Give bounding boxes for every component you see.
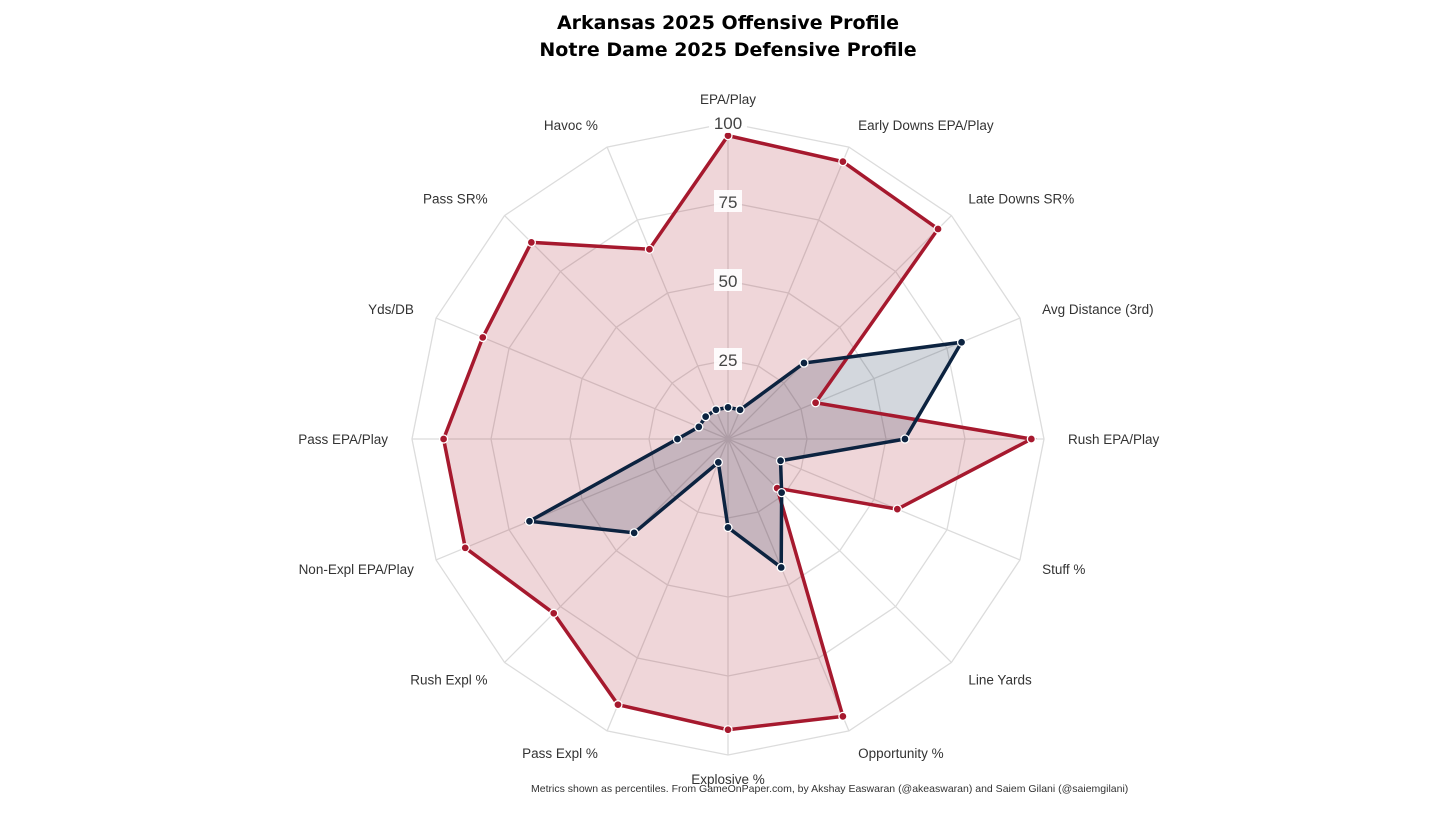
tick-label-bg <box>714 269 742 291</box>
series-area <box>443 135 1032 730</box>
tick-label-bg <box>714 348 742 370</box>
series-area <box>529 342 962 568</box>
grid-ring <box>490 201 966 677</box>
title-line-1: Arkansas 2025 Offensive Profile <box>556 12 900 34</box>
data-point <box>810 398 821 408</box>
axis-label: Explosive % <box>691 772 765 787</box>
radial-tick-label: 25 <box>719 351 738 370</box>
axis-label: Pass SR% <box>423 192 488 207</box>
data-point <box>723 725 733 735</box>
data-point <box>775 456 786 466</box>
axis-label: Stuff % <box>1042 562 1085 577</box>
grid-ring <box>569 280 887 598</box>
axis-label: Rush EPA/Play <box>1068 432 1160 447</box>
axis-label: Non-Expl EPA/Play <box>299 562 415 577</box>
axis-label: Pass Expl % <box>522 746 598 761</box>
data-point <box>711 405 721 415</box>
data-point <box>644 244 655 254</box>
data-point <box>776 487 787 498</box>
tick-label-bg <box>709 111 747 133</box>
axis-label: Early Downs EPA/Play <box>858 118 994 133</box>
data-point <box>672 434 683 444</box>
axis-label: Havoc % <box>544 118 598 133</box>
data-point <box>460 543 470 553</box>
data-point <box>549 608 559 618</box>
axis-labels: EPA/Play Early Downs EPA/Play Late Downs S… <box>298 92 1159 787</box>
radial-tick-label: 75 <box>719 193 738 212</box>
radar-grid <box>411 122 1045 756</box>
data-point <box>799 358 809 368</box>
chart-title: Arkansas 2025 Offensive Profile Notre Da… <box>0 10 1456 64</box>
data-point <box>838 711 848 721</box>
radial-tick-label: 100 <box>714 114 742 133</box>
data-point <box>438 434 449 444</box>
data-point <box>478 332 488 343</box>
axis-label: EPA/Play <box>700 92 756 107</box>
data-point <box>1026 434 1037 444</box>
data-point <box>735 405 745 415</box>
radial-tick-label: 50 <box>719 272 738 291</box>
data-point <box>900 434 910 444</box>
axis-label: Pass EPA/Play <box>298 432 388 447</box>
data-point <box>694 422 704 432</box>
data-point <box>838 157 848 167</box>
radar-series <box>438 130 1037 735</box>
data-point <box>776 562 786 573</box>
footnote: Metrics shown as percentiles. From GameO… <box>531 783 1129 795</box>
axis-label: Yds/DB <box>368 302 414 317</box>
data-point <box>526 237 537 248</box>
axis-label: Avg Distance (3rd) <box>1042 302 1154 317</box>
axis-label: Line Yards <box>968 672 1032 687</box>
axis-label: Opportunity % <box>858 746 944 761</box>
data-point <box>956 337 967 347</box>
data-point <box>723 522 733 533</box>
tick-label-bg <box>714 190 742 212</box>
data-point <box>701 412 711 422</box>
data-point <box>892 504 902 514</box>
data-point <box>629 528 639 538</box>
axis-label: Late Downs SR% <box>968 192 1074 207</box>
grid-ring <box>411 122 1045 756</box>
data-point <box>713 457 723 468</box>
radial-ticks: 25 50 75 100 <box>709 111 747 370</box>
title-line-2: Notre Dame 2025 Defensive Profile <box>539 39 917 61</box>
data-point <box>933 224 943 234</box>
data-point <box>723 402 733 413</box>
axis-label: Rush Expl % <box>410 672 487 687</box>
data-point <box>613 700 623 710</box>
data-point <box>524 516 535 526</box>
